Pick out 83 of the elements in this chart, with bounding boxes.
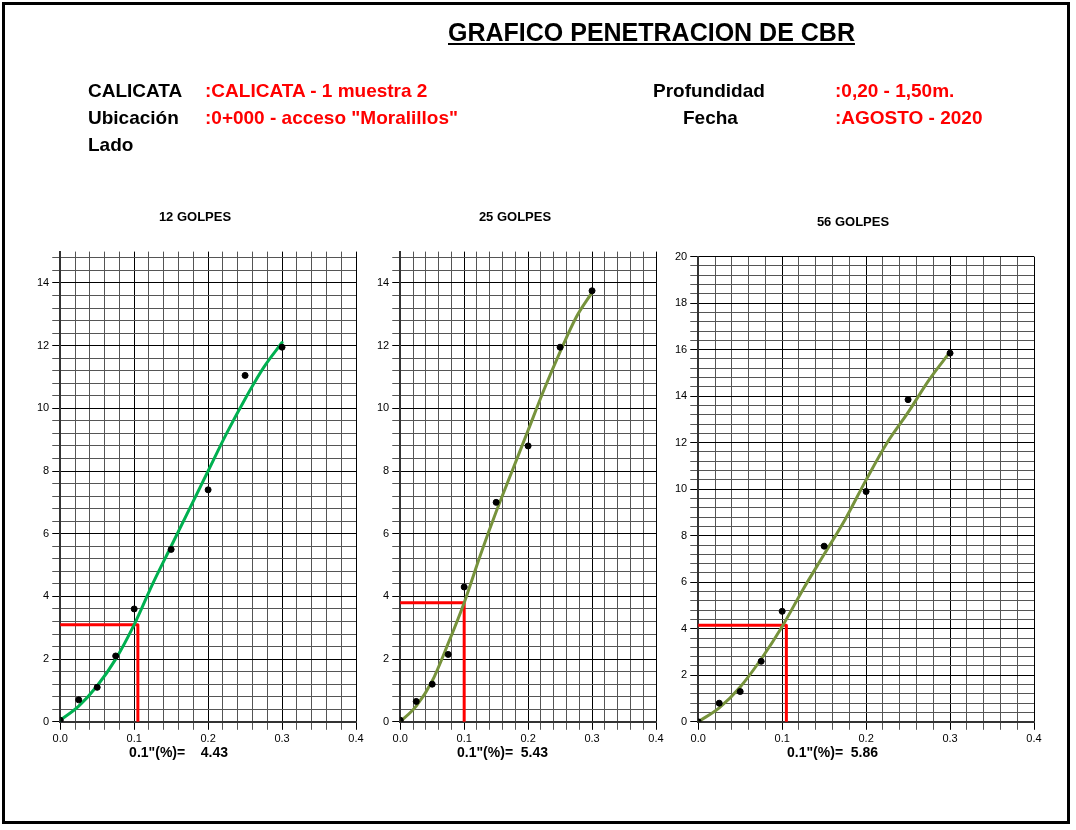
- text: GRAFICO PENETRACION DE CBR: [448, 18, 855, 47]
- point: [736, 688, 744, 696]
- text: Profundidad: [653, 80, 765, 102]
- x-tick-label: 0.0: [392, 732, 408, 745]
- text: 0.1"(%)= 5.43: [457, 743, 549, 760]
- text: Lado: [88, 134, 134, 156]
- y-tick-label: 16: [674, 342, 688, 355]
- x-tick-label: 0.3: [584, 732, 600, 745]
- text: :0+000 - acceso "Moralillos": [205, 107, 458, 129]
- point: [204, 486, 212, 494]
- y-tick-label: 10: [674, 482, 688, 495]
- y-tick-label: 0: [681, 714, 688, 727]
- x-tick-label: 0.4: [648, 732, 664, 745]
- line-series: [60, 341, 284, 722]
- point: [778, 607, 786, 615]
- chart-title: 25 GOLPES: [478, 209, 552, 225]
- point: [444, 650, 452, 658]
- text: Fecha: [683, 107, 738, 129]
- y-tick-label: 4: [43, 589, 50, 602]
- point: [946, 349, 954, 357]
- y-tick-label: 12: [376, 338, 390, 351]
- y-tick-label: 6: [383, 526, 390, 539]
- point: [412, 697, 420, 705]
- point: [757, 657, 765, 665]
- y-tick-label: 8: [681, 528, 688, 541]
- text: 0.1"(%)= 5.86: [787, 743, 879, 760]
- point: [820, 542, 828, 550]
- y-tick-label: 8: [43, 464, 50, 477]
- point: [460, 583, 468, 591]
- y-tick-label: 10: [36, 401, 50, 414]
- x-tick-label: 0.3: [274, 732, 290, 745]
- text: :AGOSTO - 2020: [835, 107, 983, 129]
- text: :CALICATA - 1 muestra 2: [205, 80, 428, 102]
- x-tick-label: 0.1: [456, 732, 472, 745]
- x-tick-label: 0.0: [52, 732, 68, 745]
- y-tick-label: 0: [43, 714, 50, 727]
- text: :0,20 - 1,50m.: [835, 80, 955, 102]
- point: [588, 287, 596, 295]
- y-tick-label: 2: [681, 668, 688, 681]
- y-tick-label: 12: [674, 435, 688, 448]
- y-tick-label: 2: [43, 652, 50, 665]
- chart-title: 12 GOLPES: [158, 209, 232, 225]
- y-tick-label: 14: [36, 275, 50, 288]
- x-tick-label: 0.4: [1026, 732, 1042, 745]
- y-tick-label: 14: [376, 275, 390, 288]
- x-tick-label: 0.2: [200, 732, 216, 745]
- x-tick-label: 0.3: [942, 732, 958, 745]
- x-tick-label: 0.0: [690, 732, 706, 745]
- y-tick-label: 6: [681, 575, 688, 588]
- point: [904, 396, 912, 404]
- point: [862, 488, 870, 496]
- x-tick-label: 0.4: [348, 732, 364, 745]
- point: [130, 605, 138, 613]
- point: [75, 696, 83, 704]
- point: [492, 498, 500, 506]
- y-tick-label: 20: [674, 249, 688, 262]
- text: CALICATA: [88, 80, 183, 102]
- x-tick-label: 0.2: [858, 732, 874, 745]
- point: [524, 442, 532, 450]
- point: [167, 545, 175, 553]
- y-tick-label: 14: [674, 389, 688, 402]
- text: 0.1"(%)= 4.43: [129, 743, 229, 760]
- y-tick-label: 10: [376, 401, 390, 414]
- y-tick-label: 12: [36, 338, 50, 351]
- x-tick-label: 0.1: [126, 732, 142, 745]
- y-tick-label: 4: [383, 589, 390, 602]
- y-tick-label: 8: [383, 464, 390, 477]
- y-tick-label: 2: [383, 652, 390, 665]
- x-tick-label: 0.2: [520, 732, 536, 745]
- chart-title: 56 GOLPES: [816, 214, 890, 230]
- x-tick-label: 0.1: [774, 732, 790, 745]
- y-tick-label: 18: [674, 296, 688, 309]
- point: [428, 680, 436, 688]
- point: [556, 343, 564, 351]
- point: [93, 683, 101, 691]
- point: [112, 652, 120, 660]
- text: Ubicación: [88, 107, 179, 129]
- y-tick-label: 0: [383, 714, 390, 727]
- point: [715, 699, 723, 707]
- point: [278, 343, 286, 351]
- point: [241, 371, 249, 379]
- y-tick-label: 4: [681, 621, 688, 634]
- y-tick-label: 6: [43, 526, 50, 539]
